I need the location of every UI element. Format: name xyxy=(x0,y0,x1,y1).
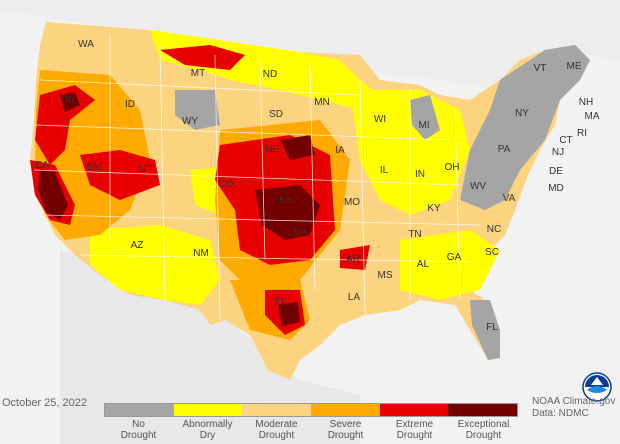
state-label-me: ME xyxy=(567,61,582,72)
state-label-wv: WV xyxy=(470,181,486,192)
none-florida xyxy=(470,300,500,360)
legend-label-no-drought: No Drought xyxy=(120,419,157,441)
legend-swatch-1 xyxy=(173,404,243,416)
none-michigan xyxy=(410,95,440,140)
dry-southeast xyxy=(400,230,500,300)
state-label-or: OR xyxy=(61,95,76,106)
state-label-in: IN xyxy=(415,169,425,180)
map-credit: NOAA Climate.gov Data: NDMC xyxy=(532,396,615,420)
state-label-al: AL xyxy=(417,259,430,270)
state-label-ia: IA xyxy=(335,145,345,156)
state-label-az: AZ xyxy=(131,240,144,251)
state-label-mi: MI xyxy=(418,120,429,131)
state-labels: WA ID MT ND MN OR WY SD WI MI NE IA CA NV UT CO KS MO IL IN… xyxy=(35,39,600,333)
noaa-logo-icon xyxy=(582,372,612,402)
extreme-arkansas xyxy=(340,245,370,270)
state-label-nh: NH xyxy=(579,97,593,108)
legend-swatch-5 xyxy=(448,404,518,416)
state-label-de: DE xyxy=(549,166,563,177)
none-northeast xyxy=(460,45,590,210)
state-label-nd: ND xyxy=(263,69,277,80)
map-date: October 25, 2022 xyxy=(2,397,88,409)
legend-label-abnormally-dry: Abnormally Dry xyxy=(182,419,233,441)
state-label-il: IL xyxy=(380,165,389,176)
state-label-nc: NC xyxy=(487,224,501,235)
legend-label-moderate: Moderate Drought xyxy=(255,419,298,441)
state-label-fl: FL xyxy=(486,322,498,333)
state-label-co: CO xyxy=(219,179,234,190)
state-label-nj: NJ xyxy=(552,147,564,158)
exceptional-kansas xyxy=(255,185,320,240)
state-label-ri: RI xyxy=(577,128,587,139)
state-label-ct: CT xyxy=(559,135,572,146)
legend-bar xyxy=(104,403,518,417)
legend-swatch-3 xyxy=(311,404,380,416)
state-label-ga: GA xyxy=(447,252,462,263)
state-label-ky: KY xyxy=(427,203,441,214)
legend-labels: No Drought Abnormally Dry Moderate Drought … xyxy=(104,417,518,441)
legend: No Drought Abnormally Dry Moderate Drought … xyxy=(104,403,518,441)
legend-swatch-2 xyxy=(242,404,312,416)
state-label-ar: AR xyxy=(346,254,360,265)
state-label-ut: UT xyxy=(139,164,152,175)
exceptional-texas xyxy=(278,302,300,326)
state-label-tn: TN xyxy=(408,229,421,240)
state-label-sd: SD xyxy=(269,109,283,120)
extreme-montana xyxy=(160,45,245,70)
legend-swatch-4 xyxy=(379,404,449,416)
credit-line1: NOAA Climate.gov xyxy=(532,396,616,407)
state-label-id: ID xyxy=(125,99,135,110)
state-label-ok: OK xyxy=(293,228,308,239)
state-label-wa: WA xyxy=(78,39,94,50)
state-label-ca: CA xyxy=(35,160,49,171)
state-label-oh: OH xyxy=(445,162,460,173)
state-label-sc: SC xyxy=(485,247,499,258)
state-label-wi: WI xyxy=(374,114,386,125)
state-label-mo: MO xyxy=(344,197,360,208)
dry-southwest xyxy=(90,225,220,305)
state-label-ny: NY xyxy=(515,108,529,119)
exceptional-nebraska xyxy=(280,135,315,160)
credit-line2: Data: NDMC xyxy=(532,408,589,419)
state-label-ma: MA xyxy=(585,111,600,122)
state-label-pa: PA xyxy=(498,144,511,155)
state-label-va: VA xyxy=(503,193,516,204)
state-label-mt: MT xyxy=(191,68,205,79)
legend-swatch-0 xyxy=(105,404,174,416)
mexico-land xyxy=(60,250,360,444)
legend-label-exceptional: Exceptional Drought xyxy=(457,419,510,441)
state-label-ks: KS xyxy=(279,195,293,206)
state-label-nv: NV xyxy=(87,162,101,173)
none-wyoming xyxy=(175,90,220,130)
canada-land xyxy=(0,0,620,90)
legend-label-extreme: Extreme Drought xyxy=(395,419,434,441)
state-label-ms: MS xyxy=(378,270,393,281)
state-boundaries xyxy=(33,35,481,321)
exceptional-california xyxy=(38,170,68,220)
state-label-tx: TX xyxy=(274,297,287,308)
extreme-nevada xyxy=(80,150,160,200)
exceptional-oregon xyxy=(60,92,80,112)
state-label-md: MD xyxy=(548,183,564,194)
state-label-nm: NM xyxy=(193,248,209,259)
state-label-wy: WY xyxy=(182,116,198,127)
state-label-la: LA xyxy=(348,292,361,303)
state-label-vt: VT xyxy=(534,63,547,74)
state-label-ne: NE xyxy=(265,144,279,155)
legend-label-severe: Severe Drought xyxy=(327,419,364,441)
state-label-mn: MN xyxy=(314,97,330,108)
